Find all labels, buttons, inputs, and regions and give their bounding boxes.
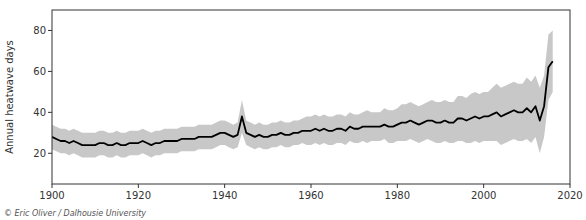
x-tick <box>138 184 139 188</box>
chart: 20 40 60 80 1900 1920 1940 1960 1980 2000 2020 Annu… <box>0 0 586 220</box>
y-tick-label: 60 <box>33 66 46 77</box>
x-tick <box>570 184 571 188</box>
watermark: © Eric Oliver / Dalhousie University <box>4 209 146 218</box>
y-tick-label: 80 <box>33 25 46 36</box>
x-tick-label: 1960 <box>298 190 323 201</box>
x-tick-label: 2020 <box>557 190 582 201</box>
x-tick <box>311 184 312 188</box>
x-tick-label: 2000 <box>471 190 496 201</box>
plot-area <box>52 30 553 157</box>
y-tick <box>48 30 52 31</box>
y-tick-label: 40 <box>33 107 46 118</box>
x-tick-label: 1980 <box>385 190 410 201</box>
mean-line <box>52 61 553 145</box>
x-tick-label: 1920 <box>126 190 151 201</box>
y-tick <box>48 153 52 154</box>
y-tick-label: 20 <box>33 148 46 159</box>
y-tick <box>48 112 52 113</box>
x-tick <box>483 184 484 188</box>
plot-frame <box>52 10 570 184</box>
x-tick <box>52 184 53 188</box>
y-tick <box>48 71 52 72</box>
y-axis-label: Annual heatwave days <box>4 40 15 154</box>
x-tick-label: 1900 <box>39 190 64 201</box>
uncertainty-band <box>52 30 553 157</box>
x-tick-label: 1940 <box>212 190 237 201</box>
x-tick <box>397 184 398 188</box>
x-tick <box>224 184 225 188</box>
